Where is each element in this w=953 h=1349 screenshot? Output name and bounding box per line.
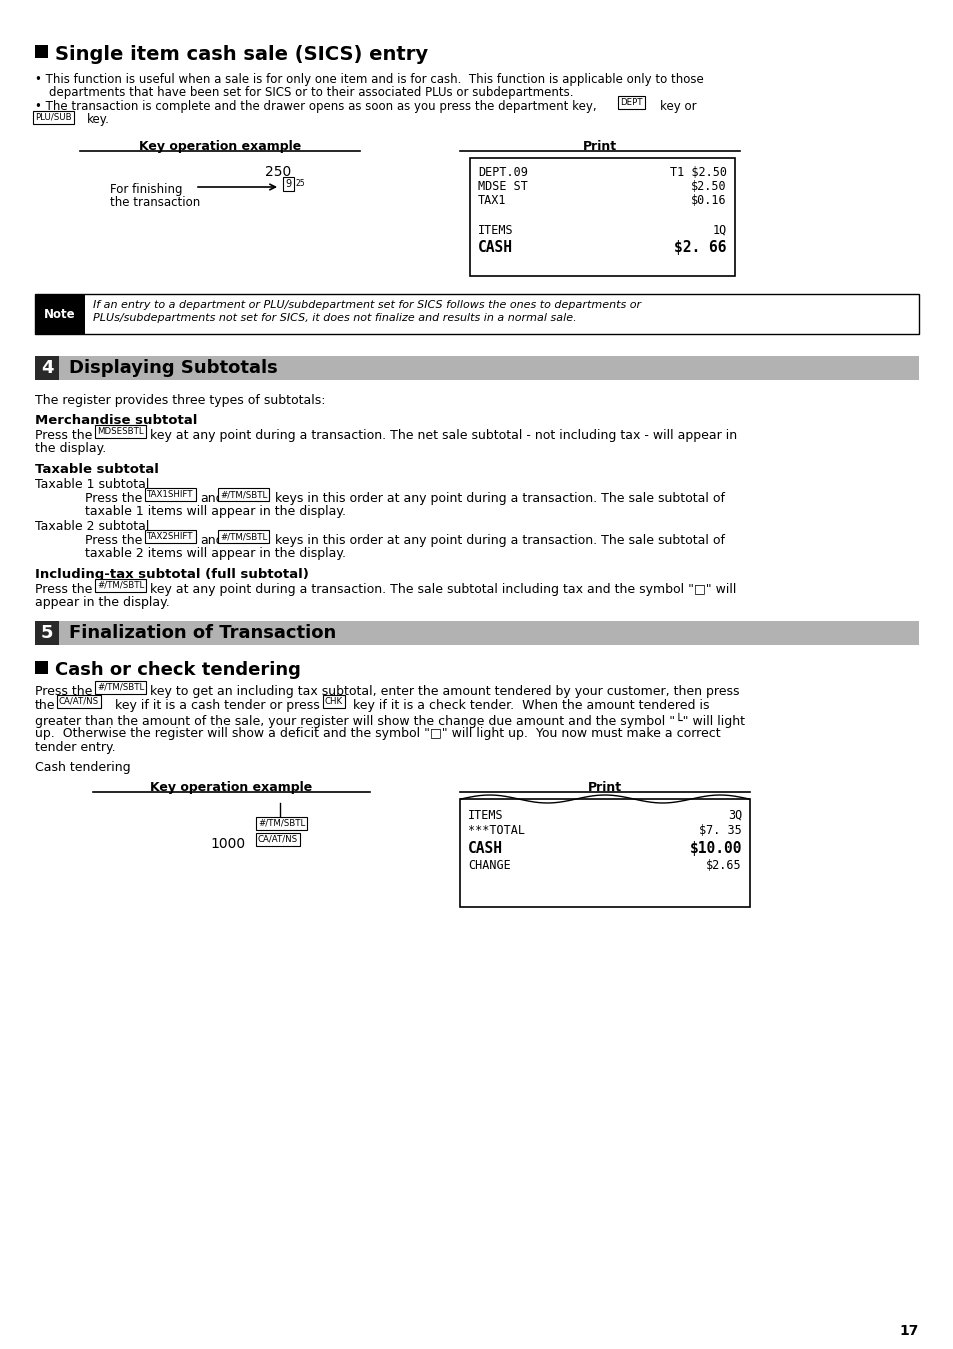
- Bar: [470, 158, 734, 277]
- Text: taxable 2 items will appear in the display.: taxable 2 items will appear in the displ…: [85, 546, 346, 560]
- Text: MDSESBTL: MDSESBTL: [97, 428, 144, 436]
- Bar: [459, 799, 749, 907]
- Text: CASH: CASH: [477, 240, 513, 255]
- Text: taxable 1 items will appear in the display.: taxable 1 items will appear in the displ…: [85, 505, 346, 518]
- Text: The register provides three types of subtotals:: The register provides three types of sub…: [35, 394, 325, 407]
- Bar: [35, 294, 85, 335]
- Text: Merchandise subtotal: Merchandise subtotal: [35, 414, 197, 428]
- Text: 3Q: 3Q: [727, 809, 741, 822]
- Text: • The transaction is complete and the drawer opens as soon as you press the depa: • The transaction is complete and the dr…: [35, 100, 596, 113]
- Bar: [35, 661, 48, 674]
- Text: $7. 35: $7. 35: [699, 824, 741, 836]
- Text: TAX1SHIFT: TAX1SHIFT: [147, 490, 193, 499]
- Text: Note: Note: [44, 308, 75, 321]
- Text: the: the: [35, 699, 55, 712]
- Text: DEPT: DEPT: [619, 98, 641, 107]
- Text: #/TM/SBTL: #/TM/SBTL: [220, 490, 267, 499]
- Text: $2.50: $2.50: [691, 179, 726, 193]
- Text: and: and: [200, 492, 223, 505]
- Bar: [35, 356, 918, 380]
- Text: Single item cash sale (SICS) entry: Single item cash sale (SICS) entry: [55, 45, 428, 63]
- Text: key at any point during a transaction. The sale subtotal including tax and the s: key at any point during a transaction. T…: [150, 583, 736, 596]
- Text: #/TM/SBTL: #/TM/SBTL: [220, 532, 267, 541]
- Text: Press the: Press the: [35, 429, 92, 442]
- Text: $0.16: $0.16: [691, 194, 726, 206]
- Bar: [35, 621, 918, 645]
- Text: T1 $2.50: T1 $2.50: [669, 166, 726, 179]
- Text: CA/AT/NS: CA/AT/NS: [59, 697, 99, 706]
- Text: key.: key.: [87, 113, 110, 125]
- Text: Finalization of Transaction: Finalization of Transaction: [69, 625, 335, 642]
- Text: Taxable 1 subtotal: Taxable 1 subtotal: [35, 478, 150, 491]
- Text: Press the: Press the: [85, 534, 142, 546]
- Text: 1000: 1000: [210, 836, 245, 851]
- Text: and: and: [200, 534, 223, 546]
- Text: CHK: CHK: [325, 697, 343, 706]
- Text: the transaction: the transaction: [110, 196, 200, 209]
- Text: 5: 5: [41, 625, 53, 642]
- Text: 9: 9: [285, 179, 291, 189]
- Text: 1Q: 1Q: [712, 224, 726, 237]
- Text: #/TM/SBTL: #/TM/SBTL: [97, 581, 144, 590]
- Text: $10.00: $10.00: [689, 840, 741, 857]
- Text: 4: 4: [41, 359, 53, 376]
- Text: If an entry to a department or PLU/subdepartment set for SICS follows the ones t: If an entry to a department or PLU/subde…: [92, 299, 640, 310]
- Bar: [35, 356, 59, 380]
- Text: TAX2SHIFT: TAX2SHIFT: [147, 532, 193, 541]
- Text: ITEMS: ITEMS: [468, 809, 503, 822]
- Text: CHANGE: CHANGE: [468, 859, 510, 871]
- Text: 17: 17: [899, 1323, 918, 1338]
- Text: key at any point during a transaction. The net sale subtotal - not including tax: key at any point during a transaction. T…: [150, 429, 737, 442]
- Text: Displaying Subtotals: Displaying Subtotals: [69, 359, 277, 376]
- Text: ***TOTAL: ***TOTAL: [468, 824, 524, 836]
- Text: key or: key or: [659, 100, 696, 113]
- Text: Press the: Press the: [35, 685, 92, 697]
- Text: DEPT.09: DEPT.09: [477, 166, 527, 179]
- Text: #/TM/SBTL: #/TM/SBTL: [97, 683, 144, 692]
- Text: Press the: Press the: [35, 583, 92, 596]
- Text: the display.: the display.: [35, 442, 106, 455]
- Text: 25: 25: [295, 179, 305, 188]
- Text: For finishing: For finishing: [110, 183, 182, 196]
- Text: Cash or check tendering: Cash or check tendering: [55, 661, 300, 679]
- Text: Taxable subtotal: Taxable subtotal: [35, 463, 159, 476]
- Bar: [35, 621, 59, 645]
- Text: Taxable 2 subtotal: Taxable 2 subtotal: [35, 519, 150, 533]
- Bar: [35, 294, 918, 335]
- Text: Print: Print: [582, 140, 617, 152]
- Text: $2. 66: $2. 66: [674, 240, 726, 255]
- Text: CA/AT/NS: CA/AT/NS: [257, 835, 297, 844]
- Text: 250: 250: [265, 165, 291, 179]
- Text: MDSE ST: MDSE ST: [477, 179, 527, 193]
- Text: • This function is useful when a sale is for only one item and is for cash.  Thi: • This function is useful when a sale is…: [35, 73, 703, 86]
- Text: Print: Print: [587, 781, 621, 795]
- Text: key to get an including tax subtotal, enter the amount tendered by your customer: key to get an including tax subtotal, en…: [150, 685, 739, 697]
- Text: keys in this order at any point during a transaction. The sale subtotal of: keys in this order at any point during a…: [274, 534, 724, 546]
- Text: departments that have been set for SICS or to their associated PLUs or subdepart: departments that have been set for SICS …: [49, 86, 573, 98]
- Text: TAX1: TAX1: [477, 194, 506, 206]
- Text: key if it is a check tender.  When the amount tendered is: key if it is a check tender. When the am…: [353, 699, 709, 712]
- Text: key if it is a cash tender or press the: key if it is a cash tender or press the: [115, 699, 344, 712]
- Text: up.  Otherwise the register will show a deficit and the symbol "□" will light up: up. Otherwise the register will show a d…: [35, 727, 720, 741]
- Text: Cash tendering: Cash tendering: [35, 761, 131, 774]
- Text: #/TM/SBTL: #/TM/SBTL: [257, 819, 305, 828]
- Text: tender entry.: tender entry.: [35, 741, 115, 754]
- Text: CASH: CASH: [468, 840, 502, 857]
- Text: Key operation example: Key operation example: [139, 140, 301, 152]
- Text: appear in the display.: appear in the display.: [35, 596, 170, 608]
- Text: keys in this order at any point during a transaction. The sale subtotal of: keys in this order at any point during a…: [274, 492, 724, 505]
- Text: Key operation example: Key operation example: [151, 781, 313, 795]
- Text: ITEMS: ITEMS: [477, 224, 513, 237]
- Text: PLU/SUB: PLU/SUB: [35, 113, 71, 121]
- Text: $2.65: $2.65: [705, 859, 741, 871]
- Text: greater than the amount of the sale, your register will show the change due amou: greater than the amount of the sale, you…: [35, 714, 744, 728]
- Bar: [35, 45, 48, 58]
- Text: Including-tax subtotal (full subtotal): Including-tax subtotal (full subtotal): [35, 568, 309, 581]
- Text: Press the: Press the: [85, 492, 142, 505]
- Text: PLUs/subdepartments not set for SICS, it does not finalize and results in a norm: PLUs/subdepartments not set for SICS, it…: [92, 313, 576, 322]
